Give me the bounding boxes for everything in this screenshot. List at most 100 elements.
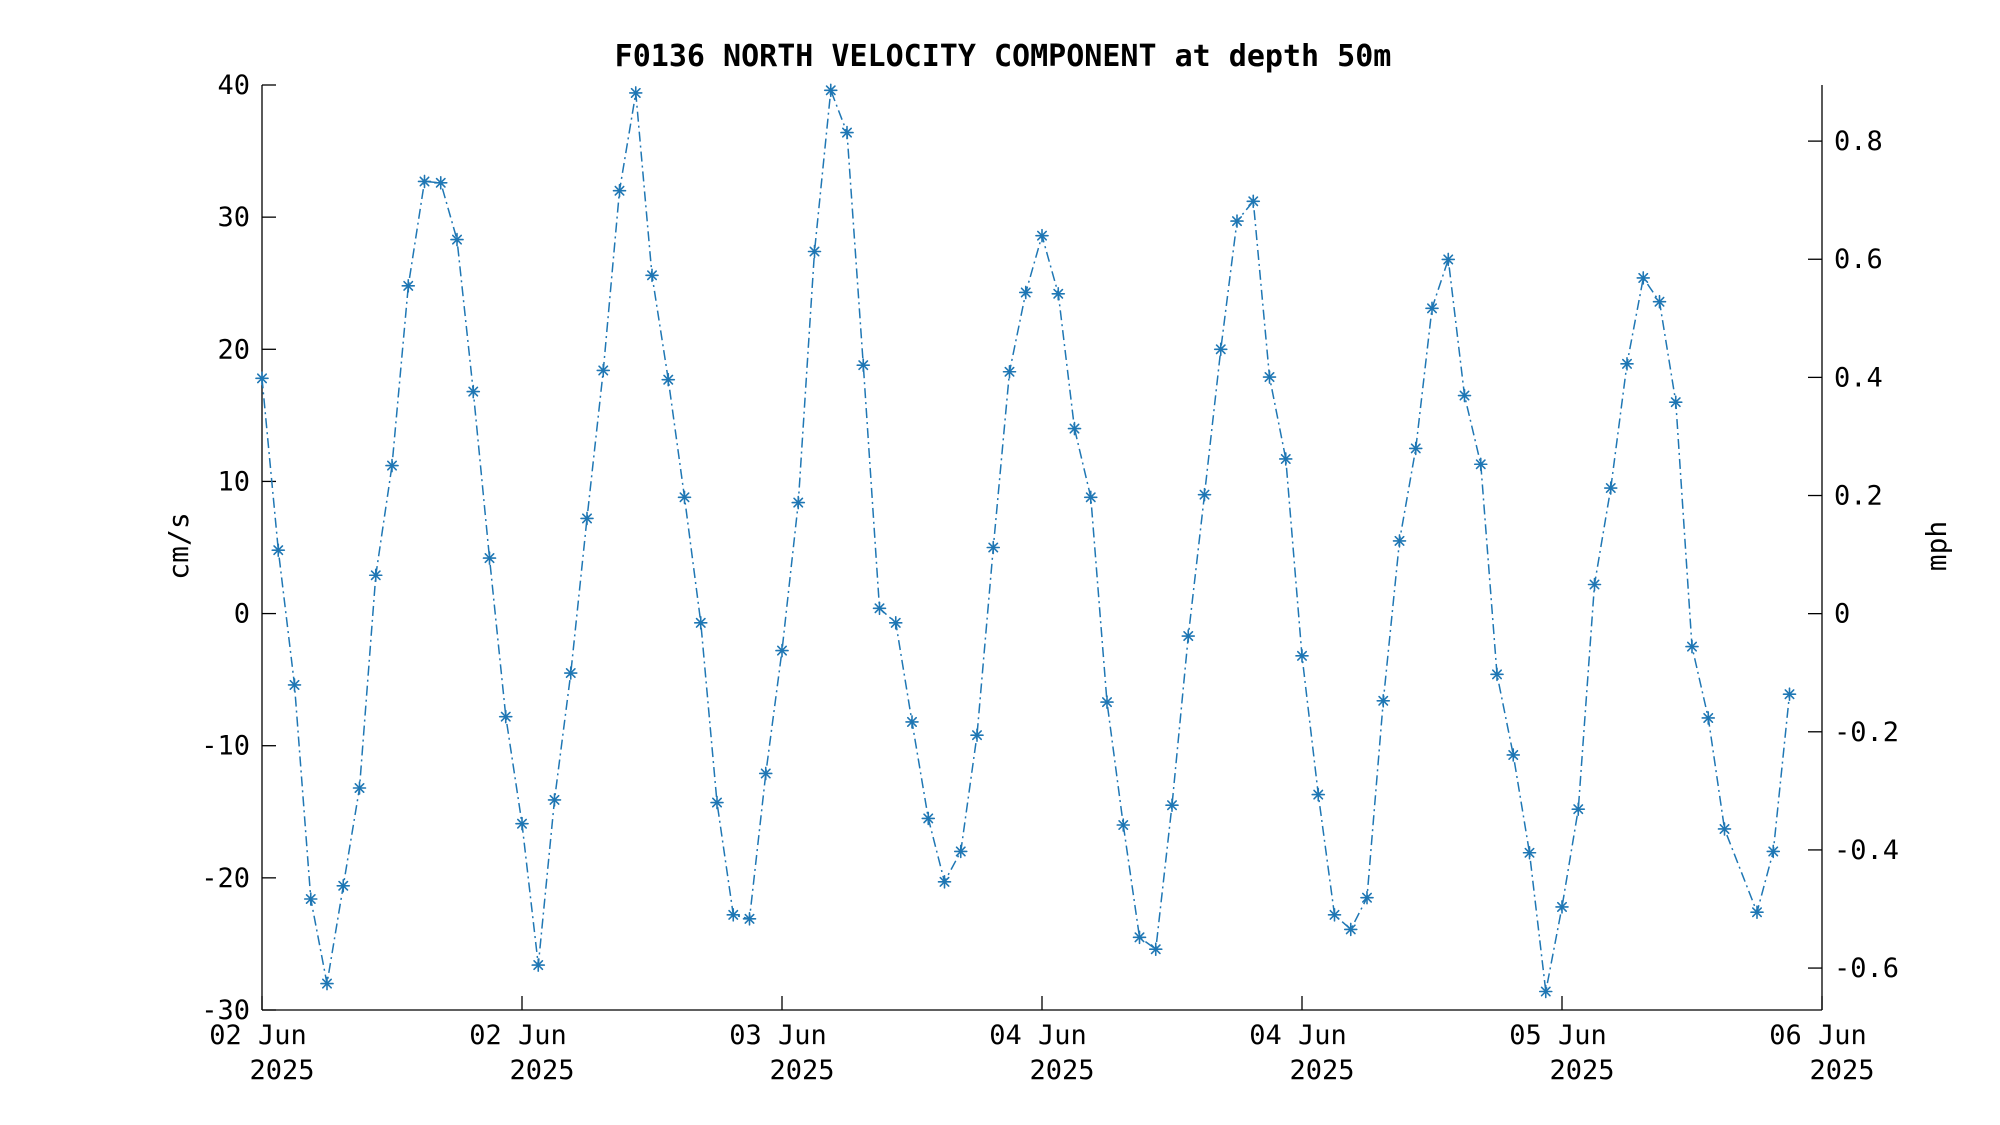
y-ticks-right: -0.6 -0.4 -0.2 0 0.2 0.4 0.6 0.8 — [1808, 126, 1899, 984]
data-point — [1295, 649, 1309, 663]
x-tick-label-year: 2025 — [1809, 1055, 1874, 1086]
y-tick-left-label: 40 — [217, 70, 250, 101]
data-point — [1408, 441, 1423, 456]
data-point — [1230, 214, 1244, 228]
data-point — [352, 781, 367, 795]
data-point — [758, 766, 773, 781]
data-point — [531, 958, 546, 972]
data-point — [1555, 900, 1569, 914]
data-point — [661, 372, 676, 387]
y-tick-right-label: 0 — [1834, 599, 1850, 630]
y-tick-right-label: 0.8 — [1834, 126, 1883, 157]
data-point — [580, 511, 594, 526]
x-tick-label-date: 04 Jun — [1249, 1020, 1347, 1051]
x-tick-label-year: 2025 — [1289, 1055, 1354, 1086]
data-point — [742, 912, 757, 926]
data-point — [1067, 421, 1082, 436]
x-tick-label-date: 05 Jun — [1509, 1020, 1607, 1051]
x-tick-label-date: 06 Jun — [1769, 1020, 1867, 1051]
y-tick-right-label: -0.4 — [1834, 835, 1899, 866]
data-point — [498, 709, 513, 724]
data-point — [645, 268, 659, 283]
data-point — [1392, 534, 1407, 548]
data-point — [1473, 457, 1488, 472]
data-point — [1360, 890, 1374, 905]
data-point — [401, 279, 416, 293]
data-point — [1213, 342, 1228, 357]
data-point — [1132, 930, 1147, 945]
data-point — [1636, 271, 1651, 285]
y-ticks-left: -30 -20 -10 0 10 20 30 40 — [201, 70, 276, 1026]
x-tick-label-year: 2025 — [509, 1055, 574, 1086]
data-point — [1002, 364, 1017, 379]
data-point — [1197, 487, 1212, 502]
data-point — [336, 878, 351, 893]
x-tick-label-date: 02 Jun — [209, 1020, 307, 1051]
x-tick-label-year: 2025 — [1549, 1055, 1614, 1086]
data-point — [1538, 984, 1553, 999]
data-point — [1343, 922, 1358, 937]
y-tick-left-label: 0 — [234, 599, 250, 630]
data-point — [1701, 711, 1716, 725]
data-point — [1506, 748, 1521, 762]
data-point — [417, 174, 432, 189]
data-point — [1246, 194, 1261, 209]
data-point — [255, 371, 269, 386]
data-point — [1571, 802, 1586, 816]
data-point — [856, 358, 871, 372]
data-point — [1457, 388, 1472, 403]
data-point — [1100, 695, 1114, 709]
data-point — [466, 384, 481, 399]
data-point — [612, 183, 627, 198]
x-tick-label-date: 04 Jun — [989, 1020, 1087, 1051]
data-point — [1766, 844, 1781, 859]
data-point — [1668, 395, 1683, 409]
x-tick-label-date: 03 Jun — [729, 1020, 827, 1051]
x-ticks: 02 Jun 2025 02 Jun 2025 03 Jun 2025 04 Jun 2025… — [209, 996, 1875, 1086]
x-tick-label-year: 2025 — [1029, 1055, 1094, 1086]
data-point — [450, 232, 464, 247]
x-tick-label-year: 2025 — [769, 1055, 834, 1086]
data-point — [1603, 481, 1618, 495]
data-point — [271, 543, 286, 557]
data-point — [1587, 577, 1602, 592]
data-point — [1782, 687, 1797, 701]
data-point — [710, 795, 724, 810]
data-point — [1522, 845, 1537, 860]
y-axis-label-left: cm/s — [162, 512, 195, 579]
y-tick-left-label: 30 — [217, 202, 250, 233]
y-tick-left-label: -30 — [201, 995, 250, 1026]
data-point — [1116, 818, 1131, 832]
data-point — [1051, 286, 1066, 301]
data-point — [1441, 252, 1456, 267]
data-point — [1327, 908, 1342, 922]
data-point — [1148, 942, 1163, 957]
data-point — [905, 715, 919, 729]
y-axis-label-right: mph — [1920, 521, 1953, 572]
y-tick-left-label: 20 — [217, 334, 250, 365]
data-point — [320, 976, 334, 991]
data-point — [791, 495, 806, 510]
data-point — [303, 892, 318, 906]
data-point — [1620, 357, 1634, 371]
data-point — [677, 490, 692, 505]
data-point — [953, 844, 968, 859]
data-point — [1685, 639, 1699, 654]
x-tick-label-year: 2025 — [249, 1055, 314, 1086]
y-tick-left-label: -10 — [201, 731, 250, 762]
data-point — [1717, 822, 1732, 836]
data-point — [287, 678, 302, 692]
data-point — [433, 175, 448, 190]
data-point — [1083, 490, 1098, 505]
y-tick-right-label: -0.2 — [1834, 717, 1899, 748]
data-point — [937, 875, 952, 889]
data-point — [1181, 629, 1196, 643]
y-tick-left-label: 10 — [217, 466, 250, 497]
y-tick-right-label: -0.6 — [1834, 953, 1899, 984]
data-point — [482, 551, 497, 565]
data-point — [693, 616, 708, 630]
data-point — [547, 793, 562, 807]
data-point — [1750, 905, 1764, 920]
data-point — [840, 125, 854, 140]
